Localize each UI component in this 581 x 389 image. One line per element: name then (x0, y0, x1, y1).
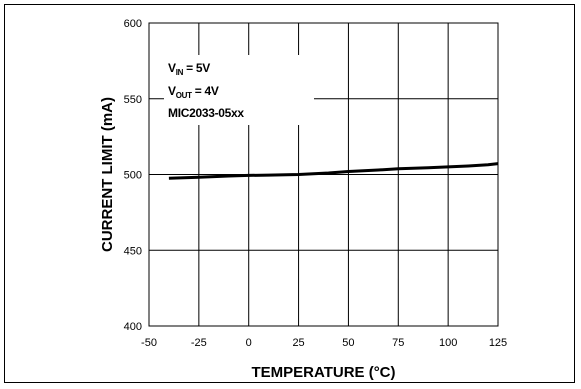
tick-labels: -50 -25 0 25 50 75 100 125 400 450 500 550 600 (124, 18, 508, 349)
x-axis-label: TEMPERATURE (°C) (251, 364, 395, 381)
annotation-vin-sub: IN (176, 68, 184, 77)
x-tick-label: 100 (439, 337, 457, 349)
annotation-box: VIN = 5V VOUT = 4V MIC2033-05xx (164, 55, 314, 125)
annotation-part: MIC2033-05xx (168, 106, 244, 120)
annotation-vout: VOUT = 4V (168, 84, 219, 100)
x-tick-label: 75 (392, 337, 404, 349)
x-tick-label: 125 (489, 337, 507, 349)
series-line (168, 162, 499, 180)
series (168, 162, 499, 180)
x-tick-label: -25 (191, 337, 207, 349)
annotation-vout-rest: = 4V (192, 84, 219, 98)
y-tick-label: 600 (124, 18, 142, 30)
annotation-vin: VIN = 5V (168, 61, 210, 77)
plot-area (148, 22, 499, 327)
y-tick-label: 550 (124, 94, 142, 106)
x-tick-label: 25 (292, 337, 304, 349)
x-tick-label: -50 (141, 337, 157, 349)
y-tick-label: 500 (124, 170, 142, 182)
x-tick-label: 0 (246, 337, 252, 349)
annotation-vin-main: V (168, 61, 176, 75)
annotation-vin-rest: = 5V (183, 61, 210, 75)
annotation-vout-main: V (168, 84, 176, 98)
x-tick-label: 50 (342, 337, 354, 349)
y-axis-label: CURRENT LIMIT (mA) (99, 97, 116, 252)
y-tick-label: 400 (124, 321, 142, 333)
annotation-vout-sub: OUT (176, 91, 192, 100)
y-tick-label: 450 (124, 245, 142, 257)
